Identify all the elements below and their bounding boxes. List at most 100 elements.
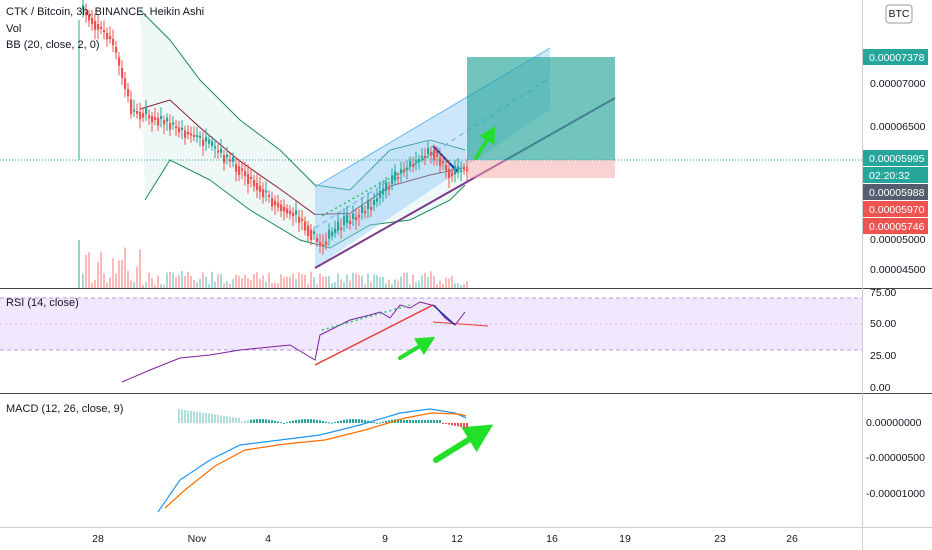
indicators [121,126,496,513]
volume-bar [283,277,285,288]
volume-bar [418,280,420,288]
candle [445,165,448,171]
candle [229,159,232,162]
volume-bar [187,271,189,288]
candle [277,202,280,208]
candle [235,164,238,173]
volume-bar [229,283,231,288]
badge-box [863,167,928,183]
macd-hist [406,420,408,423]
macd-hist [262,419,264,423]
candle [85,12,88,16]
price-label: 0.00004500 [870,264,926,276]
volume-bar [316,284,318,288]
macd-hist [355,419,357,423]
currency-button[interactable] [885,4,913,24]
volume-bar [178,274,180,288]
volume-bar [97,261,99,288]
macd-hist [403,420,405,423]
volume-bar [121,259,123,288]
rsi-label: 75.00 [870,287,896,299]
volume-bar [169,271,171,288]
candle [166,117,169,122]
arrow-head [461,424,494,452]
candle [142,113,145,118]
candle [391,175,394,184]
macd-hist [253,419,255,423]
candle [121,68,124,78]
candle [379,191,382,198]
macd-hist [307,419,309,423]
candle [184,130,187,138]
volume-bar [160,284,162,288]
time-label: 28 [92,533,104,545]
macd-hist [256,419,258,423]
macd-hist [367,420,369,423]
macd-hist [271,420,273,423]
candle [334,228,337,234]
candle [439,157,442,167]
macd-hist [412,420,414,423]
candle [196,135,199,138]
candle [169,123,172,130]
candle [322,244,325,247]
rsi-dots [321,304,411,331]
candle [112,39,115,46]
volume-bar [157,275,159,288]
candle [151,116,154,123]
time-label: Nov [188,533,207,545]
volume-bar [466,281,468,288]
candle [133,109,136,112]
volume-bar [103,273,105,288]
volume-bar [328,275,330,288]
candle [247,174,250,184]
volume-bar [406,272,408,288]
target-zone [467,57,615,160]
volume-bar [433,276,435,288]
volume-bar [385,283,387,288]
macd-hist [385,420,387,423]
macd-hist [400,420,402,423]
volume-bar [208,283,210,288]
spike [78,20,80,160]
volume-bar [370,282,372,288]
volume-bar [394,279,396,288]
volume-bar [334,282,336,288]
badge-box [863,218,928,234]
macd-hist [349,419,351,423]
macd-hist [325,421,327,423]
candle [412,164,415,167]
candle [268,195,271,197]
macd-hist [244,420,246,423]
rsi-label: 0.00 [870,382,891,394]
volume-bar [388,279,390,288]
candle [451,172,454,177]
candle [310,229,313,241]
volume-bar [376,275,378,288]
candle [181,127,184,130]
volume-bar [304,274,306,288]
time-label: 23 [714,533,726,545]
volume-bar [445,277,447,288]
volume-bar [343,282,345,288]
macd-hist [205,413,207,423]
indicator-label: BB (20, close, 2, 0) [6,39,100,51]
badge-label: 0.00005995 [869,153,925,165]
volume-bar [289,276,291,288]
candle [241,168,244,171]
volume-bar [271,283,273,288]
candle [214,146,217,149]
arrow-head [413,336,436,355]
macd-hist [316,419,318,423]
candle [244,171,247,177]
currency[interactable]: BTC [889,8,910,20]
volume-bar [373,274,375,288]
volume-bar [241,278,243,288]
macd-hist [304,419,306,423]
volume-bar [196,282,198,288]
macd-hist [265,419,267,423]
volume-bar [358,275,360,288]
candle [274,200,277,206]
volume-bar [340,279,342,288]
candle [136,111,139,114]
